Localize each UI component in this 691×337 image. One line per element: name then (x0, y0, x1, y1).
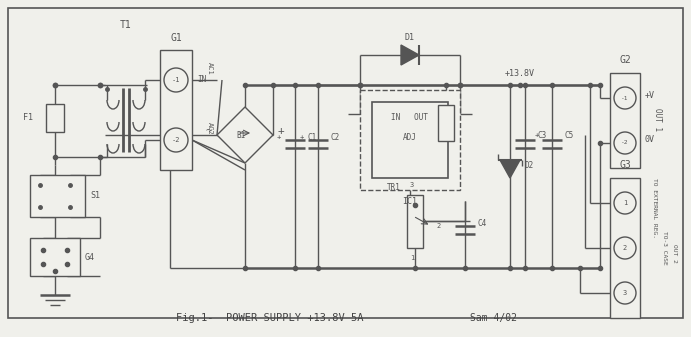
Bar (610, 73, 640, 168)
Text: G4: G4 (85, 252, 95, 262)
Text: C4: C4 (478, 219, 487, 228)
Circle shape (614, 192, 636, 214)
Text: ADJ: ADJ (403, 133, 417, 143)
Text: D2: D2 (525, 160, 534, 170)
Text: OUT 2: OUT 2 (672, 244, 677, 263)
Bar (46, 104, 64, 132)
Text: -2: -2 (621, 141, 629, 146)
Text: IN: IN (197, 75, 206, 85)
Circle shape (614, 282, 636, 304)
Text: 3: 3 (623, 290, 627, 296)
Text: C5: C5 (565, 130, 574, 140)
Text: +: + (277, 134, 281, 140)
Text: OUT 1: OUT 1 (654, 109, 663, 131)
Circle shape (614, 132, 636, 154)
Text: +: + (278, 126, 285, 136)
Text: C2: C2 (331, 132, 340, 142)
Text: F1: F1 (23, 114, 33, 123)
Text: IC1: IC1 (402, 197, 417, 207)
Circle shape (614, 237, 636, 259)
Text: 1: 1 (623, 200, 627, 206)
Text: Fig.1-  POWER SUPPLY +13.8V 5A: Fig.1- POWER SUPPLY +13.8V 5A (176, 313, 363, 323)
Text: G3: G3 (619, 160, 631, 170)
Text: ~: ~ (206, 126, 212, 136)
Text: Sam 4/02: Sam 4/02 (470, 313, 517, 323)
Text: G1: G1 (170, 33, 182, 43)
Bar (30, 175, 85, 217)
Polygon shape (401, 45, 419, 65)
Polygon shape (217, 107, 273, 163)
Text: G2: G2 (619, 55, 631, 65)
Bar (610, 178, 640, 318)
Circle shape (164, 128, 188, 152)
Circle shape (164, 68, 188, 92)
Bar (360, 90, 460, 190)
Text: IN   OUT: IN OUT (392, 114, 428, 123)
Text: AC1: AC1 (207, 62, 213, 74)
Text: 3: 3 (410, 182, 414, 188)
Text: C1: C1 (308, 132, 317, 142)
Text: AC2: AC2 (207, 122, 213, 134)
Text: TR1: TR1 (387, 183, 401, 191)
Bar (438, 105, 454, 141)
Circle shape (614, 87, 636, 109)
Bar (407, 195, 423, 248)
Text: 1: 1 (410, 255, 414, 261)
Text: TO-3 CASE: TO-3 CASE (662, 231, 667, 265)
Text: S1: S1 (90, 191, 100, 201)
Text: TO EXTERNAL REG.: TO EXTERNAL REG. (652, 178, 657, 238)
Polygon shape (500, 160, 520, 178)
Text: -2: -2 (172, 137, 180, 143)
Bar (160, 50, 192, 170)
Text: -1: -1 (172, 77, 180, 83)
Text: +13.8V: +13.8V (505, 68, 535, 78)
Text: C3: C3 (538, 130, 547, 140)
Text: +: + (535, 132, 539, 138)
Bar (372, 102, 448, 178)
Text: -1: -1 (621, 95, 629, 100)
Text: +: + (300, 134, 304, 140)
Text: 2: 2 (436, 223, 440, 229)
Text: D1: D1 (405, 32, 415, 41)
Text: 2: 2 (623, 245, 627, 251)
Bar (30, 238, 80, 276)
Text: B1: B1 (236, 130, 245, 140)
Text: 0V: 0V (645, 135, 655, 145)
Text: T1: T1 (120, 20, 132, 30)
Text: +V: +V (645, 91, 655, 99)
